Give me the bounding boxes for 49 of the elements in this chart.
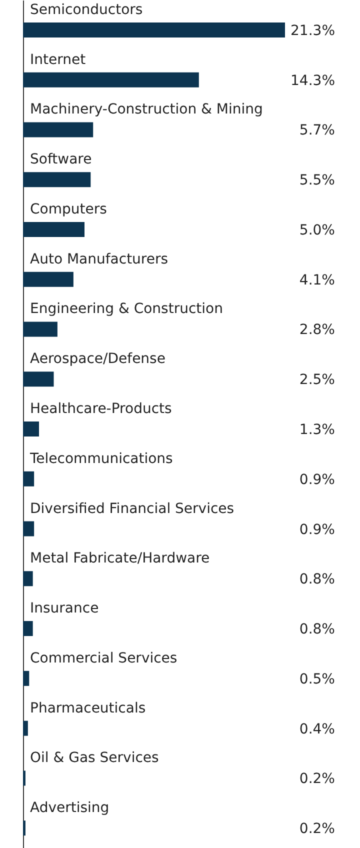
y-tick-label: Healthcare-Products (30, 401, 172, 417)
y-tick-label: Engineering & Construction (30, 301, 223, 318)
bar (23, 72, 199, 88)
bar (23, 471, 34, 486)
y-tick-label: Pharmaceuticals (30, 700, 146, 716)
bar (23, 571, 33, 586)
data-label: 0.2% (299, 771, 335, 788)
data-label: 2.8% (299, 322, 335, 338)
y-tick-label: Insurance (30, 600, 99, 617)
data-label: 21.3% (290, 22, 335, 39)
bar (23, 422, 39, 436)
bar (23, 222, 84, 237)
data-label: 5.7% (299, 122, 335, 139)
bar (23, 372, 54, 387)
data-label: 0.8% (299, 572, 335, 588)
y-tick-label: Oil & Gas Services (30, 750, 159, 766)
bar (23, 272, 74, 287)
data-label: 2.5% (299, 372, 335, 388)
data-label: 4.1% (299, 272, 335, 288)
data-label: 0.8% (299, 622, 335, 638)
y-tick-label: Diversified Financial Services (30, 500, 234, 517)
data-label: 0.4% (299, 721, 335, 738)
data-label: 0.2% (299, 821, 335, 838)
data-label: 5.0% (299, 222, 335, 238)
data-label: 1.3% (299, 422, 335, 438)
bar (23, 670, 30, 686)
data-label: 0.9% (299, 522, 335, 538)
bar (23, 621, 33, 636)
data-label: 0.5% (299, 671, 335, 688)
data-label: 5.5% (299, 172, 335, 189)
bar (23, 521, 34, 536)
y-tick-label: Machinery-Construction & Mining (30, 102, 263, 118)
bar (23, 322, 58, 337)
data-label: 0.9% (299, 472, 335, 488)
y-tick-label: Software (30, 152, 92, 168)
y-tick-label: Internet (30, 52, 86, 68)
y-tick-label: Semiconductors (30, 2, 143, 18)
y-tick-label: Aerospace/Defense (30, 351, 166, 368)
y-tick-label: Advertising (30, 800, 110, 816)
y-tick-label: Commercial Services (30, 650, 178, 666)
data-label: 14.3% (290, 72, 335, 89)
bar (23, 122, 94, 138)
bar (23, 22, 285, 38)
y-tick-label: Metal Fabricate/Hardware (30, 550, 210, 567)
bar (23, 720, 28, 736)
y-tick-label: Auto Manufacturers (30, 251, 168, 268)
bar (23, 172, 91, 188)
y-tick-label: Computers (30, 201, 107, 218)
y-tick-label: Telecommunications (29, 450, 173, 467)
